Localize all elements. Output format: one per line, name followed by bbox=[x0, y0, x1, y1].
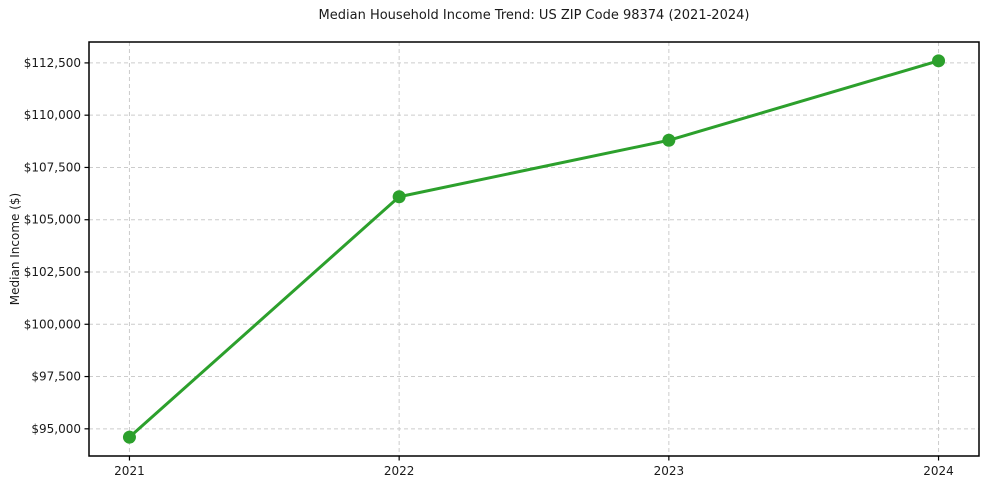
y-tick-label: $95,000 bbox=[31, 422, 81, 436]
plot-frame bbox=[88, 41, 980, 457]
y-tick-label: $97,500 bbox=[31, 370, 81, 384]
data-point-marker bbox=[932, 54, 946, 68]
x-tick-label: 2021 bbox=[114, 464, 145, 478]
data-point-marker bbox=[392, 190, 406, 204]
y-tick-label: $105,000 bbox=[24, 213, 81, 227]
y-tick-label: $112,500 bbox=[24, 56, 81, 70]
x-tick-label: 2022 bbox=[384, 464, 415, 478]
data-point-marker bbox=[122, 430, 136, 444]
y-tick-label: $100,000 bbox=[24, 317, 81, 331]
data-point-marker bbox=[662, 133, 676, 147]
x-tick-label: 2023 bbox=[654, 464, 685, 478]
plot-background bbox=[89, 42, 979, 456]
y-tick-label: $107,500 bbox=[24, 160, 81, 174]
y-tick-label: $102,500 bbox=[24, 265, 81, 279]
chart-title: Median Household Income Trend: US ZIP Co… bbox=[318, 8, 750, 23]
x-tick-label: 2024 bbox=[923, 464, 954, 478]
y-axis-label: Median Income ($) bbox=[8, 192, 22, 306]
trend-line bbox=[127, 59, 941, 439]
y-tick-label: $110,000 bbox=[24, 108, 81, 122]
